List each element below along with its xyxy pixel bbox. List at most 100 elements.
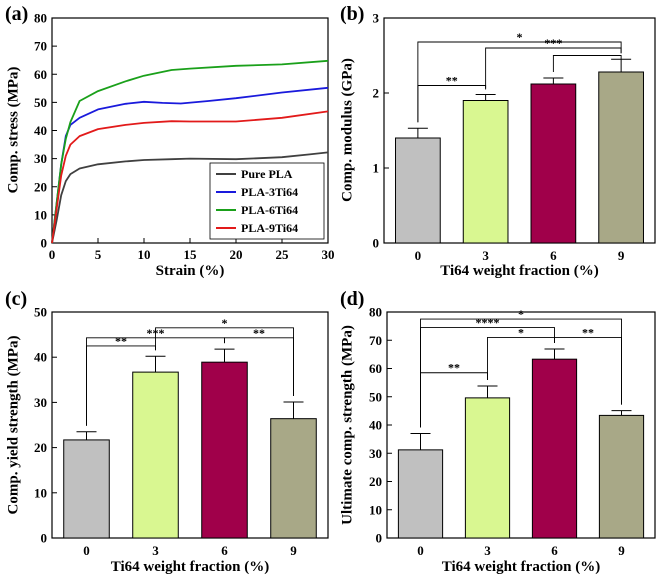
bar — [63, 439, 110, 539]
y-axis-title: Comp. modulus (GPa) — [339, 58, 355, 202]
x-tick-label: 0 — [49, 247, 56, 262]
significance-bracket — [554, 336, 622, 405]
panel-label: (d) — [340, 288, 364, 310]
bar — [132, 371, 179, 539]
significance-label: * — [518, 325, 524, 339]
x-axis-title: Ti64 weight fraction (%) — [442, 559, 600, 575]
x-tick-label: 0 — [415, 248, 422, 263]
panel-label: (c) — [5, 288, 27, 310]
significance-label: ** — [446, 74, 458, 88]
y-tick-label: 30 — [369, 446, 382, 461]
y-tick-label: 30 — [34, 151, 47, 166]
panel-label: (b) — [340, 3, 364, 25]
x-tick-label: 10 — [138, 247, 151, 262]
y-tick-label: 3 — [373, 11, 380, 26]
y-tick-label: 20 — [369, 474, 382, 489]
y-axis-title: Comp. stress (MPa) — [5, 67, 21, 194]
y-tick-label: 50 — [34, 95, 47, 110]
y-tick-label: 0 — [41, 236, 48, 251]
y-tick-label: 40 — [369, 418, 382, 433]
legend-label: Pure PLA — [241, 167, 293, 181]
series-line-pure-pla — [51, 151, 329, 244]
y-axis-title: Comp. yield strength (MPa) — [5, 336, 21, 515]
bar — [201, 361, 248, 539]
x-axis-title: Strain (%) — [156, 263, 225, 279]
x-tick-label: 5 — [95, 247, 102, 262]
y-tick-label: 70 — [369, 333, 382, 348]
x-tick-label: 9 — [618, 248, 625, 263]
x-tick-label: 6 — [550, 248, 557, 263]
y-tick-label: 80 — [34, 11, 47, 26]
x-tick-label: 0 — [417, 543, 424, 558]
x-tick-label: 3 — [484, 543, 491, 558]
x-tick-label: 3 — [482, 248, 489, 263]
bar — [464, 397, 511, 539]
significance-label: ** — [448, 361, 460, 375]
plot-frame — [51, 311, 329, 539]
y-tick-label: 10 — [34, 485, 47, 500]
x-tick-label: 6 — [551, 543, 558, 558]
panel-d-bar-chart: (d) Ti64 weight fraction (%) Ultimate comp… — [339, 288, 656, 575]
series-line-pla-6ti64 — [51, 59, 329, 244]
panel-b-bar-chart: (b) Ti64 weight fraction (%) Comp. modulus… — [339, 3, 656, 279]
legend-label: PLA-3Ti64 — [241, 185, 298, 199]
significance-label: * — [222, 316, 228, 330]
legend: Pure PLA PLA-3Ti64 PLA-6Ti64 PLA-9Ti64 — [209, 162, 325, 240]
panel-c-bar-chart: (c) Ti64 weight fraction (%) Comp. yield s… — [5, 288, 329, 575]
plot-frame — [383, 17, 656, 244]
y-tick-label: 20 — [34, 440, 47, 455]
y-tick-label: 10 — [34, 207, 47, 222]
y-tick-label: 0 — [373, 236, 380, 251]
bar — [598, 71, 644, 244]
bar — [530, 83, 577, 244]
bar — [395, 137, 441, 244]
y-tick-label: 40 — [34, 123, 47, 138]
y-tick-label: 50 — [369, 389, 382, 404]
x-tick-label: 9 — [618, 543, 625, 558]
legend-label: PLA-6Ti64 — [241, 203, 298, 217]
y-tick-label: 1 — [373, 161, 380, 176]
significance-label: **** — [476, 316, 500, 330]
bar — [598, 414, 645, 539]
legend-label: PLA-9Ti64 — [241, 221, 298, 235]
x-tick-label: 25 — [276, 247, 290, 262]
y-tick-label: 60 — [369, 361, 382, 376]
x-tick-label: 0 — [83, 543, 90, 558]
panel-label: (a) — [5, 3, 28, 25]
bar — [397, 449, 444, 539]
significance-bracket — [224, 337, 294, 396]
significance-label: * — [518, 307, 524, 321]
x-axis-title: Ti64 weight fraction (%) — [440, 263, 598, 279]
bar — [462, 100, 509, 244]
x-tick-label: 9 — [290, 543, 297, 558]
y-tick-label: 80 — [369, 305, 382, 320]
panel-a-line-chart: (a) Strain (%) Comp. stress (MPa) 0 10 20 30 40… — [5, 3, 335, 279]
y-tick-label: 20 — [34, 179, 47, 194]
y-tick-label: 50 — [34, 305, 47, 320]
y-axis-title: Ultimate comp. strength (MPa) — [339, 325, 355, 525]
bar — [531, 358, 578, 539]
significance-label: ** — [582, 325, 594, 339]
significance-bracket — [552, 55, 622, 72]
y-tick-label: 0 — [376, 531, 383, 546]
x-tick-label: 6 — [221, 543, 228, 558]
significance-label: *** — [544, 36, 562, 50]
bar — [270, 418, 317, 539]
x-tick-label: 3 — [152, 543, 159, 558]
y-tick-label: 30 — [34, 395, 47, 410]
significance-bracket — [417, 41, 622, 123]
x-tick-label: 20 — [230, 247, 243, 262]
y-tick-label: 70 — [34, 39, 47, 54]
y-tick-label: 2 — [373, 86, 380, 101]
legend-box — [209, 162, 325, 240]
x-tick-label: 15 — [184, 247, 198, 262]
series-line-pla-9ti64 — [51, 110, 329, 244]
significance-label: ** — [115, 334, 127, 348]
y-tick-label: 60 — [34, 67, 47, 82]
y-tick-label: 40 — [34, 350, 47, 365]
x-tick-label: 30 — [322, 247, 335, 262]
x-axis-title: Ti64 weight fraction (%) — [111, 559, 269, 575]
significance-label: * — [517, 30, 523, 44]
significance-label: ** — [253, 326, 265, 340]
